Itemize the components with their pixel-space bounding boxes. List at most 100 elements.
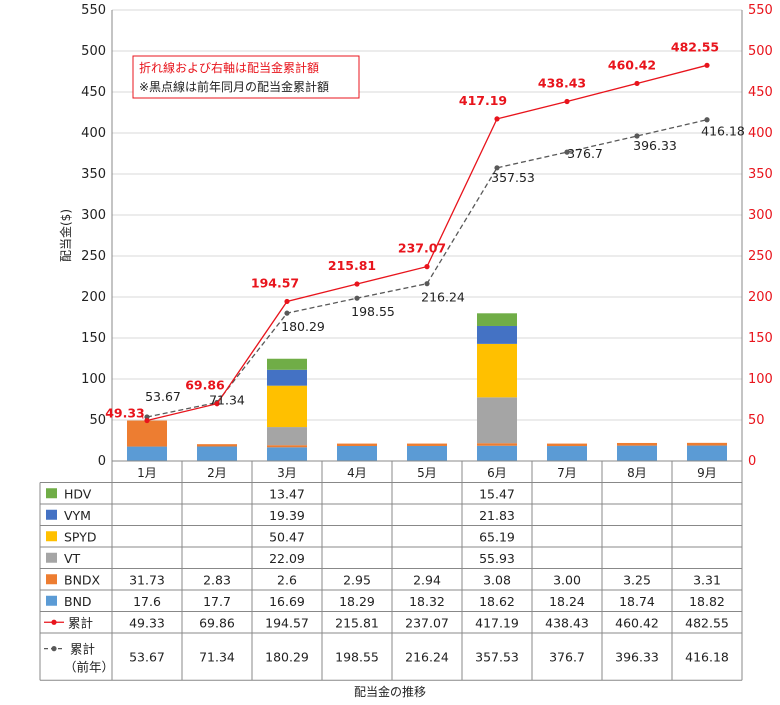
line-cumulative-point — [494, 116, 500, 122]
bar-bnd-3 — [267, 447, 307, 461]
bar-bnd-5 — [407, 445, 447, 461]
table-cell: 18.29 — [339, 594, 375, 609]
table-cell: 215.81 — [335, 615, 379, 630]
y-tick-label: 350 — [81, 167, 106, 182]
line-cumulative-point — [424, 264, 430, 270]
category-label: 3月 — [277, 466, 297, 480]
label-leader — [140, 408, 144, 419]
bar-vt-3 — [267, 427, 307, 446]
note-line-1: 折れ線および右軸は配当金累計額 — [139, 60, 319, 75]
bar-hdv-3 — [267, 358, 307, 370]
line-prev-year-point — [634, 133, 640, 139]
category-label: 8月 — [627, 466, 647, 480]
table-cell: 53.67 — [129, 650, 165, 665]
table-cell: 216.24 — [405, 650, 449, 665]
category-label: 5月 — [417, 466, 437, 480]
table-cell: 2.6 — [277, 572, 297, 587]
line-cumulative-point — [144, 417, 150, 424]
legend-label: SPYD — [64, 529, 96, 544]
bar-bndx-5 — [407, 443, 447, 446]
category-label: 7月 — [557, 466, 577, 480]
table-cell: 376.7 — [549, 650, 585, 665]
legend-label: BND — [64, 594, 92, 609]
table-cell: 198.55 — [335, 650, 379, 665]
bar-bndx-6 — [477, 443, 517, 446]
legend-swatch-spyd — [46, 531, 57, 542]
prev-year-label: 198.55 — [351, 304, 395, 319]
line-prev-year-point — [704, 117, 710, 123]
bar-bndx-1 — [127, 420, 167, 447]
table-cell: 180.29 — [265, 650, 309, 665]
bar-hdv-6 — [477, 313, 517, 326]
cumulative-label: 194.57 — [251, 275, 299, 290]
table-cell: 22.09 — [269, 551, 305, 566]
bar-bndx-3 — [267, 445, 307, 448]
cumulative-label: 69.86 — [185, 378, 225, 393]
table-cell: 357.53 — [475, 650, 519, 665]
table-cell: 17.6 — [133, 594, 161, 609]
y2-tick-label: 150 — [748, 331, 773, 346]
table-cell: 18.62 — [479, 594, 515, 609]
cumulative-label: 438.43 — [538, 75, 586, 90]
line-cumulative-point — [704, 62, 710, 68]
category-label: 1月 — [137, 466, 157, 480]
line-cumulative-point — [354, 281, 360, 287]
line-cumulative-point — [634, 80, 640, 87]
y2-tick-label: 200 — [748, 290, 773, 305]
y2-tick-label: 0 — [748, 454, 756, 469]
table-cell: 416.18 — [685, 650, 729, 665]
table-cell: 18.32 — [409, 594, 445, 609]
bar-bnd-9 — [687, 445, 727, 461]
table-cell: 18.82 — [689, 594, 725, 609]
y2-tick-label: 350 — [748, 167, 773, 182]
cumulative-label: 460.42 — [608, 57, 656, 72]
bar-bndx-7 — [547, 443, 587, 447]
bar-bndx-4 — [337, 443, 377, 447]
table-cell: 17.7 — [203, 594, 231, 609]
table-cell: 19.39 — [269, 508, 305, 523]
table-cell: 417.19 — [475, 615, 519, 630]
table-cell: 18.74 — [619, 594, 655, 609]
y-tick-label: 50 — [89, 413, 106, 428]
table-cell: 71.34 — [199, 650, 235, 665]
bar-vym-3 — [267, 369, 307, 386]
y-tick-label: 150 — [81, 331, 106, 346]
legend-swatch-vt — [46, 552, 57, 563]
prev-year-label: 53.67 — [145, 389, 181, 404]
table-cell: 18.24 — [549, 594, 585, 609]
table-cell: 194.57 — [265, 615, 309, 630]
note-box — [132, 55, 360, 99]
bar-bnd-6 — [477, 445, 517, 461]
category-label: 6月 — [487, 466, 507, 480]
prev-year-label: 71.34 — [209, 393, 245, 408]
chart-caption: 配当金の推移 — [354, 684, 426, 699]
table-cell: 16.69 — [269, 594, 305, 609]
category-label: 4月 — [347, 466, 367, 480]
y2-tick-label: 50 — [748, 413, 765, 428]
table-cell: 3.00 — [553, 572, 581, 587]
table-cell: 438.43 — [545, 615, 589, 630]
prev-year-label: 357.53 — [491, 170, 535, 185]
y2-tick-label: 100 — [748, 372, 773, 387]
legend-swatch-hdv — [46, 488, 57, 499]
y2-tick-label: 550 — [748, 3, 773, 18]
table-cell: 3.31 — [693, 572, 721, 587]
legend-swatch-vym — [46, 509, 57, 520]
line-prev-year-point — [424, 281, 430, 287]
line-cumulative-point — [214, 401, 220, 407]
y2-tick-label: 300 — [748, 208, 773, 223]
y-tick-label: 250 — [81, 249, 106, 264]
y2-tick-label: 250 — [748, 249, 773, 264]
cumulative-label: 482.55 — [671, 39, 719, 54]
line-prev-year-point — [144, 414, 150, 420]
line-cumulative-point — [284, 298, 290, 305]
prev-year-label: 376.7 — [567, 146, 603, 161]
y-tick-label: 500 — [81, 44, 106, 59]
cumulative-label: 237.07 — [398, 241, 446, 256]
prev-year-label: 396.33 — [633, 138, 677, 153]
y-tick-label: 550 — [81, 3, 106, 18]
cumulative-label: 417.19 — [459, 93, 507, 108]
line-prev-year-point — [494, 165, 500, 171]
table-cell: 396.33 — [615, 650, 659, 665]
